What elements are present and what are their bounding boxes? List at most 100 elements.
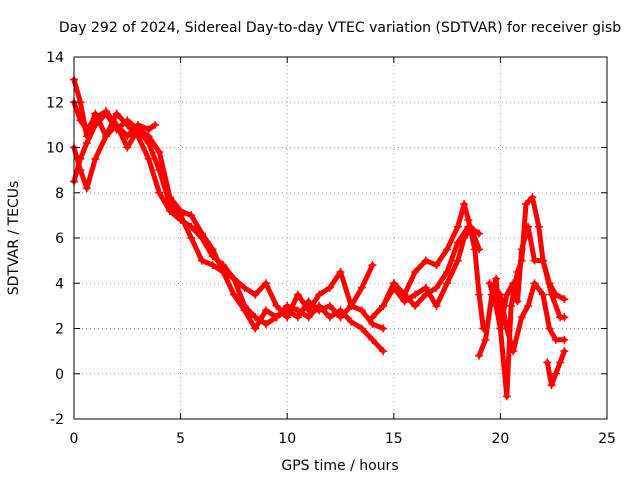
data-point xyxy=(421,256,430,265)
data-point xyxy=(513,297,522,306)
data-point xyxy=(481,335,490,344)
data-point xyxy=(368,261,377,270)
data-point xyxy=(176,215,185,224)
data-point xyxy=(475,351,484,360)
data-point xyxy=(432,283,441,292)
data-point xyxy=(543,358,552,367)
data-point xyxy=(293,313,302,322)
series-line xyxy=(487,224,567,331)
data-point xyxy=(524,222,533,231)
series-trace-2 xyxy=(70,109,388,333)
series-trace-7 xyxy=(389,222,484,310)
data-point xyxy=(261,319,270,328)
data-point xyxy=(485,279,494,288)
data-point xyxy=(144,125,153,134)
data-point xyxy=(304,297,313,306)
series-trace-11 xyxy=(543,347,569,390)
data-point xyxy=(112,109,121,118)
data-point xyxy=(560,313,569,322)
data-point xyxy=(528,193,537,202)
data-point xyxy=(91,154,100,163)
x-tick-label: 25 xyxy=(598,431,616,447)
y-tick-label: 14 xyxy=(46,50,64,66)
data-point xyxy=(325,283,334,292)
data-point xyxy=(82,138,91,147)
data-point xyxy=(509,347,518,356)
series-line xyxy=(497,280,567,354)
data-point xyxy=(82,184,91,193)
data-point xyxy=(82,125,91,134)
data-point xyxy=(347,301,356,310)
data-point xyxy=(517,245,526,254)
data-point xyxy=(347,317,356,326)
data-point xyxy=(368,335,377,344)
data-point xyxy=(475,229,484,238)
y-tick-label: 8 xyxy=(55,186,64,202)
data-point xyxy=(389,279,398,288)
y-tick-label: -2 xyxy=(50,412,64,428)
data-point xyxy=(197,229,206,238)
data-point xyxy=(133,132,142,141)
series-line xyxy=(71,111,375,320)
data-point xyxy=(539,256,548,265)
data-point xyxy=(530,256,539,265)
data-point xyxy=(411,301,420,310)
data-point xyxy=(534,222,543,231)
data-point xyxy=(197,256,206,265)
axis-ticks xyxy=(73,56,608,420)
x-tick-label: 10 xyxy=(278,431,296,447)
data-point xyxy=(560,295,569,304)
data-point xyxy=(176,206,185,215)
data-point xyxy=(400,297,409,306)
data-point xyxy=(144,132,153,141)
data-point xyxy=(517,313,526,322)
data-point xyxy=(240,301,249,310)
data-point xyxy=(411,267,420,276)
data-point xyxy=(155,188,164,197)
x-tick-label: 5 xyxy=(176,431,185,447)
data-point xyxy=(219,267,228,276)
data-point xyxy=(101,132,110,141)
data-point xyxy=(336,313,345,322)
data-point xyxy=(304,306,313,315)
chart-title: Day 292 of 2024, Sidereal Day-to-day VTE… xyxy=(59,20,621,36)
data-point xyxy=(560,347,569,356)
data-point xyxy=(475,245,484,254)
data-point xyxy=(144,154,153,163)
data-point xyxy=(76,116,85,125)
data-point xyxy=(229,274,238,283)
data-point xyxy=(165,206,174,215)
data-point xyxy=(507,301,516,310)
data-point xyxy=(357,283,366,292)
data-point xyxy=(464,215,473,224)
data-point xyxy=(155,148,164,157)
data-point xyxy=(509,279,518,288)
data-point xyxy=(539,290,548,299)
data-series-layer xyxy=(70,75,569,401)
data-point xyxy=(464,222,473,231)
data-point xyxy=(187,211,196,220)
data-point xyxy=(123,143,132,152)
data-point xyxy=(325,301,334,310)
data-point xyxy=(547,290,556,299)
data-point xyxy=(151,120,160,129)
data-point xyxy=(475,290,484,299)
data-point xyxy=(272,313,281,322)
y-tick-label: 6 xyxy=(55,231,64,247)
series-trace-6 xyxy=(379,222,484,310)
y-tick-label: 12 xyxy=(46,95,64,111)
data-point xyxy=(272,301,281,310)
data-point xyxy=(261,279,270,288)
data-point xyxy=(443,267,452,276)
data-point xyxy=(112,120,121,129)
y-tick-labels: -2 0 2 4 6 8 10 12 14 xyxy=(46,50,64,428)
data-point xyxy=(443,279,452,288)
series-trace-5 xyxy=(368,200,488,333)
data-point xyxy=(421,290,430,299)
data-point xyxy=(432,301,441,310)
data-point xyxy=(315,290,324,299)
data-point xyxy=(357,324,366,333)
data-point xyxy=(502,324,511,333)
series-trace-10 xyxy=(496,279,569,356)
